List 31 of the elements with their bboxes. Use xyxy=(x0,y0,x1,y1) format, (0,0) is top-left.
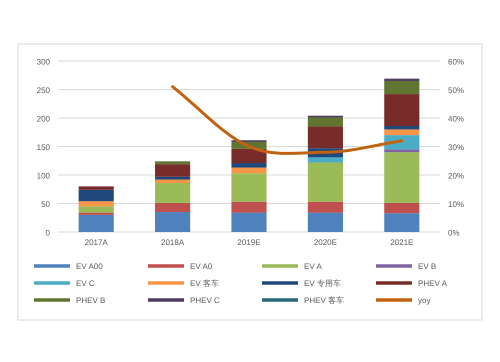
x-tick-label: 2021E xyxy=(390,238,414,247)
y2-tick-label: 30% xyxy=(448,143,464,152)
x-tick-label: 2017A xyxy=(84,238,108,247)
y-tick-label: 300 xyxy=(36,58,51,66)
legend-label: EV A xyxy=(304,262,322,271)
legend-label: EV 专用车 xyxy=(304,279,341,288)
x-tick-label: 2019E xyxy=(237,238,261,247)
y-tick-label: 150 xyxy=(36,143,51,152)
y-tick-label: 0 xyxy=(46,228,51,238)
y2-tick-label: 20% xyxy=(448,172,464,180)
legend-label: PHEV C xyxy=(190,296,220,305)
y-tick-label: 200 xyxy=(36,114,51,124)
y2-tick-label: 40% xyxy=(448,114,464,124)
legend-label: PHEV 客车 xyxy=(304,296,344,305)
y-tick-label: 50 xyxy=(41,200,51,209)
legend-label: EV 客车 xyxy=(190,279,219,288)
y-tick-label: 100 xyxy=(36,172,51,180)
legend-label: PHEV A xyxy=(418,279,448,288)
y2-tick-label: 10% xyxy=(448,200,464,209)
legend-label: PHEV B xyxy=(76,296,106,305)
y-tick-label: 250 xyxy=(36,86,51,95)
y2-tick-label: 60% xyxy=(448,58,464,66)
legend-label: EV A0 xyxy=(190,262,213,271)
legend-label: yoy xyxy=(418,296,430,305)
x-tick-label: 2020E xyxy=(314,238,337,247)
legend-label: EV B xyxy=(418,262,436,271)
y2-tick-label: 0% xyxy=(448,228,460,238)
legend-label: EV A00 xyxy=(76,262,104,271)
y2-tick-label: 50% xyxy=(448,86,464,95)
legend-label: EV C xyxy=(76,279,95,288)
x-tick-label: 2018A xyxy=(161,238,185,247)
